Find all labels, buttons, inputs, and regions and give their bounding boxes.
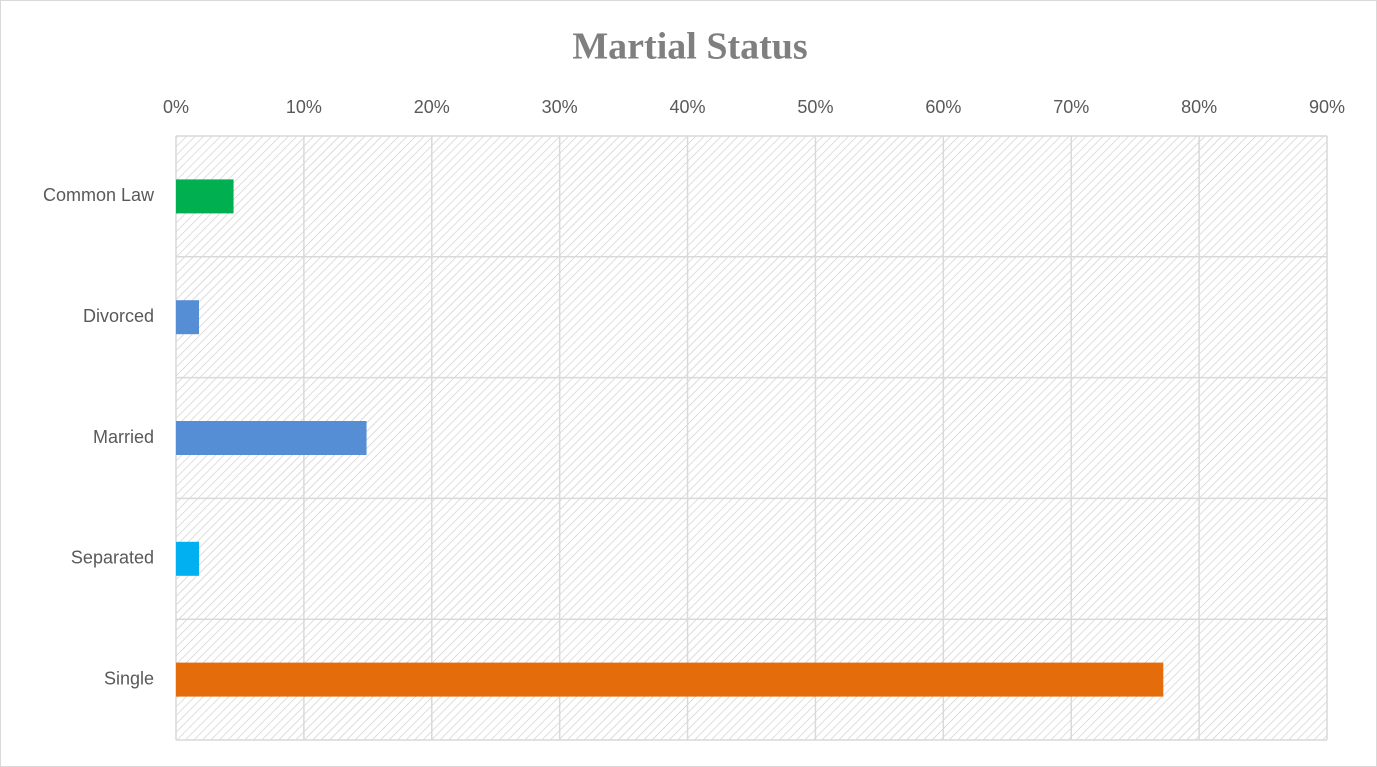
bar xyxy=(176,662,1164,697)
x-tick-label: 30% xyxy=(542,97,578,117)
bar xyxy=(176,421,367,455)
x-tick-label: 20% xyxy=(414,97,450,117)
x-tick-label: 90% xyxy=(1309,97,1345,117)
y-tick-label: Separated xyxy=(71,548,154,568)
x-tick-label: 50% xyxy=(797,97,833,117)
x-tick-label: 80% xyxy=(1181,97,1217,117)
y-tick-label: Divorced xyxy=(83,306,154,326)
x-tick-label: 60% xyxy=(925,97,961,117)
chart-title: Martial Status xyxy=(572,26,807,68)
x-tick-label: 70% xyxy=(1053,97,1089,117)
y-tick-label: Single xyxy=(104,668,154,688)
plot-area xyxy=(176,136,1327,740)
bar xyxy=(176,300,200,335)
bar xyxy=(176,541,200,576)
bar xyxy=(176,179,234,214)
y-tick-label: Married xyxy=(93,427,154,447)
x-tick-label: 40% xyxy=(670,97,706,117)
x-tick-label: 10% xyxy=(286,97,322,117)
x-tick-label: 0% xyxy=(163,97,189,117)
y-tick-label: Common Law xyxy=(43,185,155,205)
